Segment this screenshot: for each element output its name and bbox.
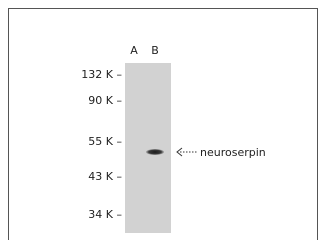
marker-label: 132 K – <box>81 68 122 81</box>
lane-label: A <box>130 44 138 57</box>
marker-label: 90 K – <box>88 94 122 107</box>
figure: A B 132 K – 90 K – 55 K – 43 K – 34 K – … <box>0 0 326 240</box>
marker-label: 34 K – <box>88 208 122 221</box>
marker-label: 43 K – <box>88 170 122 183</box>
page: A B 132 K – 90 K – 55 K – 43 K – 34 K – … <box>0 0 326 240</box>
blot-strip <box>125 63 171 233</box>
lane-label: B <box>151 44 159 57</box>
marker-label: 55 K – <box>88 135 122 148</box>
arrow <box>177 148 197 156</box>
band-label: neuroserpin <box>200 146 266 159</box>
protein-band <box>146 149 164 155</box>
